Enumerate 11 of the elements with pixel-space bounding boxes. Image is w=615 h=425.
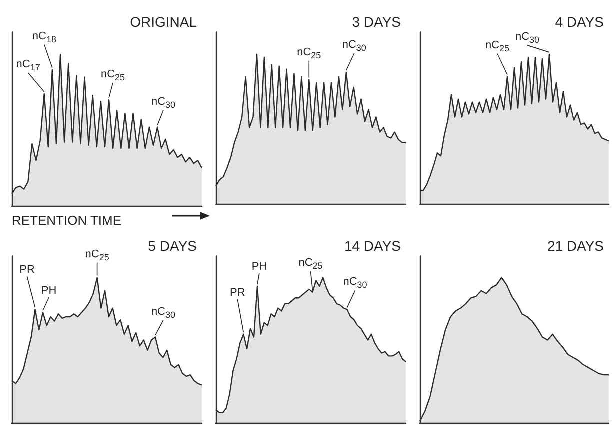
chart-title: 4 DAYS (555, 14, 604, 30)
chart-title: ORIGINAL (130, 14, 198, 30)
chart-title: 14 DAYS (344, 238, 401, 254)
chart-title: 5 DAYS (148, 238, 198, 254)
chart-title: 21 DAYS (547, 238, 604, 254)
x-axis-title: RETENTION TIME (12, 213, 122, 228)
text: PH (252, 260, 268, 273)
text: PR (20, 264, 35, 276)
annotation: PR (230, 286, 246, 299)
annotation: PH (41, 285, 57, 298)
chart-title: 3 DAYS (352, 14, 402, 30)
